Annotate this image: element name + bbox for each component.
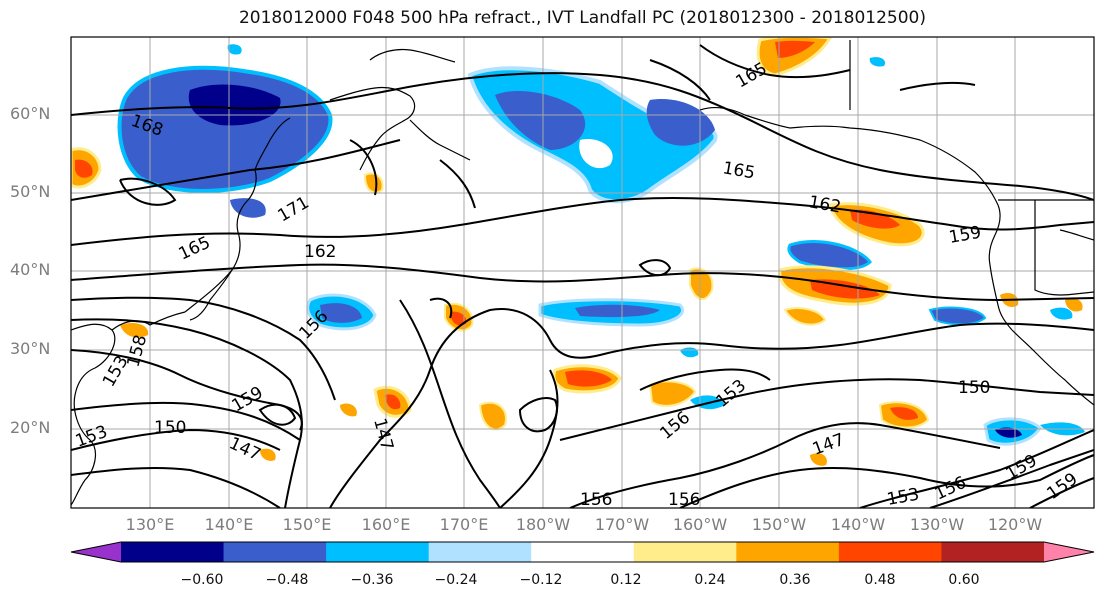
latitude-label: 60°N [10, 104, 51, 123]
longitude-label: 150°E [282, 515, 332, 534]
latitude-label: 40°N [10, 260, 51, 279]
map-frame [70, 36, 1095, 509]
longitude-label: 140°W [830, 515, 886, 534]
longitude-label: 150°W [751, 515, 807, 534]
map-title: 2018012000 F048 500 hPa refract., IVT La… [238, 8, 926, 28]
contour-label: 156 [580, 490, 612, 510]
longitude-label: 180°W [515, 515, 571, 534]
colorbar-extension-low [71, 542, 121, 562]
height-contours [71, 44, 1094, 508]
colorbar-segment [941, 542, 1045, 562]
longitude-label: 140°E [204, 515, 254, 534]
latitude-label: 20°N [10, 418, 51, 437]
longitude-label: 130°W [909, 515, 965, 534]
colorbar-segment [838, 542, 942, 562]
colorbar-tick-label: 0.36 [779, 572, 811, 588]
colorbar-outline [70, 541, 1095, 563]
contour-label: 150 [958, 378, 990, 398]
colorbar-segment [736, 542, 840, 562]
colorbar-tick-label: 0.48 [864, 572, 896, 588]
longitude-label: 160°E [361, 515, 411, 534]
colorbar-tick-label: −0.48 [265, 572, 309, 588]
colorbar-tick-label: −0.36 [350, 572, 394, 588]
colorbar-tick-label: −0.60 [180, 572, 224, 588]
longitude-label: 120°W [987, 515, 1043, 534]
contour-label: 156 [668, 490, 700, 510]
latitude-label: 30°N [10, 339, 51, 358]
contour-label: 162 [304, 242, 336, 262]
colorbar-segment [223, 542, 327, 562]
colorbar-segment [633, 542, 737, 562]
colorbar-segment [326, 542, 430, 562]
longitude-label: 130°E [125, 515, 175, 534]
colorbar-tick-label: 0.12 [610, 572, 642, 588]
latitude-label: 50°N [10, 182, 51, 201]
positive-anomaly-patches [71, 37, 1083, 466]
colorbar [70, 541, 1095, 563]
contour-label: 150 [154, 418, 186, 438]
colorbar-segment [121, 542, 225, 562]
longitude-label: 170°E [439, 515, 489, 534]
graticule [71, 37, 1094, 508]
colorbar-tick-label: −0.12 [519, 572, 563, 588]
colorbar-tick-label: 0.24 [694, 572, 726, 588]
coastlines [71, 40, 1094, 506]
negative-anomaly-patches [117, 44, 1085, 446]
colorbar-segment [531, 542, 635, 562]
colorbar-segment [428, 542, 532, 562]
colorbar-extension-high [1044, 542, 1094, 562]
colorbar-tick-label: 0.60 [948, 572, 980, 588]
longitude-label: 170°W [594, 515, 650, 534]
longitude-label: 160°W [672, 515, 728, 534]
colorbar-tick-label: −0.24 [434, 572, 478, 588]
